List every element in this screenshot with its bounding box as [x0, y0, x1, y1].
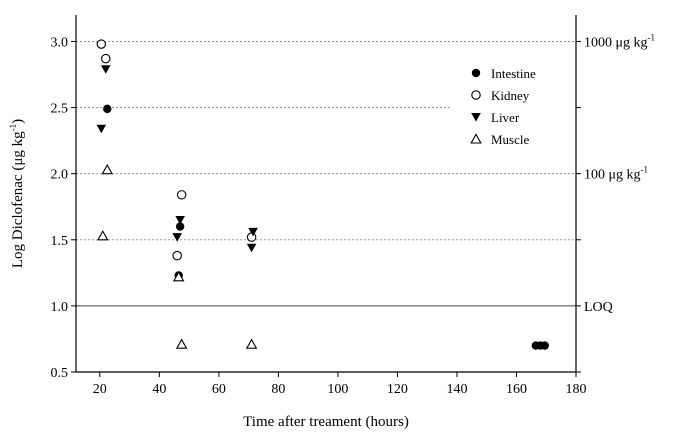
reference-lines: 1000 μg kg-1 100 μg kg-1 LOQ [76, 32, 655, 315]
x-tick-label: 80 [271, 382, 285, 397]
legend-label: Liver [491, 110, 520, 125]
x-axis-title: Time after treament (hours) [243, 414, 409, 430]
data-point-kidney [96, 39, 107, 49]
y-axis-title: Log Diclofenac (μg kg-1) [8, 119, 26, 268]
data-point-muscle [175, 338, 188, 349]
x-tick-label: 160 [506, 382, 527, 397]
x-tick-label: 180 [566, 382, 587, 397]
data-point-intestine [175, 222, 185, 231]
legend-label: Intestine [491, 66, 536, 81]
data-point-muscle [101, 163, 113, 175]
data-point-liver [96, 124, 107, 134]
y-axis-title-end: ) [10, 119, 26, 124]
x-tick-label: 120 [387, 382, 408, 397]
data-points [96, 39, 549, 350]
legend-label: Kidney [491, 88, 530, 103]
data-point-kidney [176, 190, 187, 200]
data-point-kidney [246, 232, 257, 242]
data-point-muscle [172, 271, 185, 282]
y-tick-label: 2.5 [51, 102, 69, 117]
data-point-muscle [97, 230, 109, 241]
y-tick-label: 2.0 [51, 168, 69, 183]
y-axis-title-superscript: -1 [8, 124, 18, 132]
data-point-liver [246, 243, 257, 253]
data-point-liver [248, 227, 258, 237]
legend-marker-liver [471, 113, 481, 122]
data-point-kidney [172, 250, 182, 261]
data-point-liver [175, 215, 185, 225]
reference-line-label: 100 μg kg-1 [584, 165, 648, 183]
y-tick-label: 1.0 [51, 300, 69, 315]
legend-marker-intestine [471, 68, 481, 78]
x-tick-label: 20 [93, 382, 107, 397]
y-tick-label: 0.5 [51, 366, 69, 381]
x-tick-label: 40 [152, 382, 166, 397]
reference-line-label: LOQ [584, 300, 613, 315]
legend-marker-muscle [470, 133, 482, 144]
data-point-intestine [103, 104, 112, 114]
y-tick-label: 3.0 [51, 35, 69, 50]
legend-label: Muscle [491, 132, 530, 147]
y-axis-title-base: Log Diclofenac (μg kg [10, 131, 26, 268]
data-point-kidney [101, 53, 111, 64]
data-point-muscle [245, 338, 258, 349]
axes: 20 40 60 80 100 120 140 160 180 0.5 1.0 1.5 2.0 2.5 3.… [51, 15, 587, 397]
data-point-liver [172, 233, 182, 242]
x-tick-label: 60 [212, 382, 226, 397]
y-tick-label: 1.5 [51, 234, 69, 249]
legend-marker-kidney [471, 90, 481, 100]
x-tick-label: 140 [446, 382, 467, 397]
data-point-liver [100, 65, 111, 74]
reference-line-label: 1000 μg kg-1 [584, 32, 655, 50]
data-point-intestine [540, 341, 549, 350]
legend: Intestine Kidney Liver Muscle [470, 66, 536, 147]
x-tick-label: 100 [327, 382, 348, 397]
